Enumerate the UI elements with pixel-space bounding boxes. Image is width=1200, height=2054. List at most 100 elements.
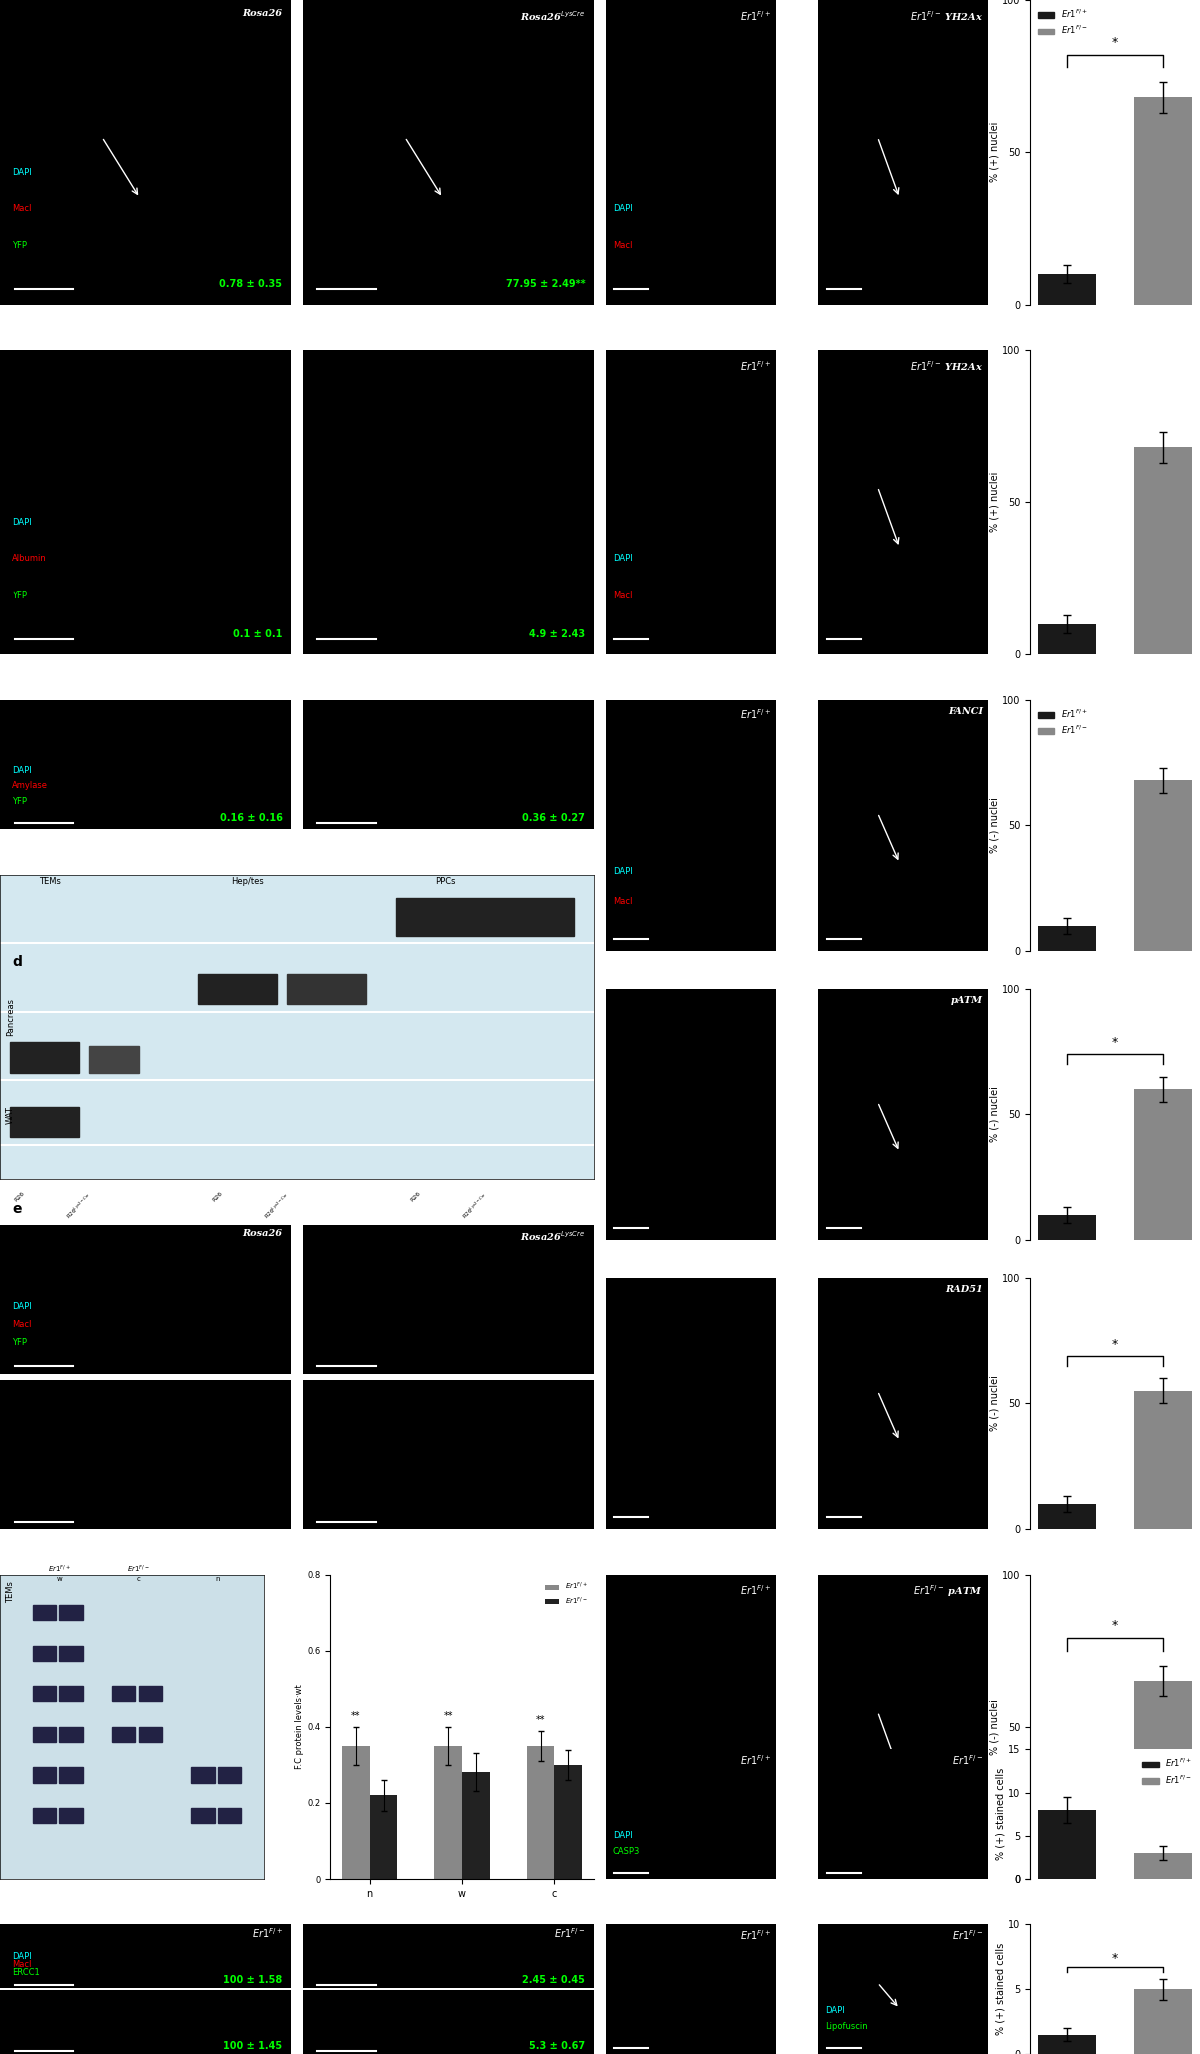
Bar	[1038, 1216, 1096, 1241]
Text: *: *	[1112, 1951, 1118, 1964]
Text: Rosa26: Rosa26	[242, 8, 282, 18]
Text: n: n	[216, 1575, 220, 1582]
Text: 5.3 ± 0.67: 5.3 ± 0.67	[529, 2042, 586, 2050]
Text: MacI: MacI	[613, 592, 632, 600]
Text: $Er1^{F/-}$ pATM: $Er1^{F/-}$ pATM	[913, 1584, 983, 1600]
Y-axis label: % (+) stained cells: % (+) stained cells	[996, 1943, 1006, 2036]
Bar	[1038, 1504, 1096, 1528]
Text: $Er1^{F/+}$: $Er1^{F/+}$	[739, 1754, 770, 1766]
Bar	[89, 1045, 139, 1072]
Text: YFP: YFP	[12, 1337, 26, 1347]
Text: 100 ± 1.45: 100 ± 1.45	[223, 2042, 282, 2050]
Text: R26: R26	[211, 1191, 224, 1204]
Bar	[198, 974, 277, 1004]
Text: R26$^{Lyz2-Cre}$: R26$^{Lyz2-Cre}$	[461, 1191, 490, 1220]
Y-axis label: % (+) nuclei: % (+) nuclei	[989, 121, 1000, 183]
Bar	[1038, 1810, 1096, 1879]
Text: $Er1^{F/+}$: $Er1^{F/+}$	[739, 1584, 770, 1598]
Text: TEMs: TEMs	[6, 80, 16, 105]
Text: MacI: MacI	[12, 1321, 31, 1329]
Text: Hep/tes: Hep/tes	[232, 877, 264, 885]
Text: $Er1^{F/+}$: $Er1^{F/+}$	[48, 1563, 71, 1575]
Bar	[218, 1808, 241, 1824]
Text: MacI: MacI	[12, 203, 31, 214]
Bar	[1038, 1849, 1096, 1879]
Bar	[1134, 781, 1193, 951]
Bar	[1038, 926, 1096, 951]
Bar	[60, 1808, 83, 1824]
Text: **: **	[352, 1711, 361, 1721]
Text: $Er1^{F/-}$: $Er1^{F/-}$	[554, 1927, 586, 1941]
Bar	[370, 1795, 397, 1879]
Text: R26$^{Lyz2-Cre}$: R26$^{Lyz2-Cre}$	[65, 1191, 94, 1220]
Text: d: d	[12, 955, 22, 969]
Bar	[60, 1727, 83, 1742]
Text: 2.45 ± 0.45: 2.45 ± 0.45	[522, 1974, 586, 1984]
Text: l: l	[606, 1725, 611, 1740]
Text: $Er1^{F/+}$: $Er1^{F/+}$	[739, 707, 770, 721]
Bar	[113, 1727, 136, 1742]
Text: MacI: MacI	[613, 1816, 632, 1824]
Text: MacI: MacI	[12, 1960, 31, 1970]
Y-axis label: % (+) nuclei: % (+) nuclei	[989, 472, 1000, 532]
Text: $Er1^{F/-}$ YH2Ax: $Er1^{F/-}$ YH2Ax	[910, 359, 983, 374]
Text: PPCs: PPCs	[436, 877, 456, 885]
Text: CASP3: CASP3	[613, 1847, 640, 1855]
Bar	[192, 1766, 215, 1783]
Text: Rosa26: Rosa26	[242, 1228, 282, 1239]
Text: 0.16 ± 0.16: 0.16 ± 0.16	[220, 813, 282, 824]
Bar	[34, 1727, 56, 1742]
Text: a: a	[12, 51, 22, 66]
Bar	[34, 1645, 56, 1662]
Text: *: *	[1112, 1337, 1118, 1352]
Text: DAPI: DAPI	[613, 555, 632, 563]
Bar	[34, 1686, 56, 1701]
Text: c: c	[137, 1575, 140, 1582]
Text: MacI: MacI	[613, 240, 632, 251]
Text: DAPI: DAPI	[12, 518, 31, 526]
Text: **: **	[444, 1711, 452, 1721]
Bar	[434, 1746, 462, 1879]
Text: DAPI: DAPI	[12, 1302, 31, 1310]
Bar	[287, 974, 366, 1004]
Text: $Er1^{F/+}$: $Er1^{F/+}$	[252, 1927, 282, 1941]
Bar	[218, 1766, 241, 1783]
Text: **: **	[535, 1715, 545, 1725]
Text: Rosa26$^{LysCre}$: Rosa26$^{LysCre}$	[520, 1228, 586, 1243]
Legend: $Er1^{F/+}$, $Er1^{F/-}$: $Er1^{F/+}$, $Er1^{F/-}$	[1034, 4, 1092, 39]
Text: 77.95 ± 2.49**: 77.95 ± 2.49**	[505, 279, 586, 290]
Text: 0.78 ± 0.35: 0.78 ± 0.35	[220, 279, 282, 290]
Y-axis label: F.C protein levels·wt: F.C protein levels·wt	[295, 1684, 305, 1768]
Text: $Er1^{F/+}$: $Er1^{F/+}$	[739, 1929, 770, 1943]
Bar	[554, 1764, 582, 1879]
Bar	[34, 1604, 56, 1621]
Bar	[1134, 448, 1193, 655]
Text: $Er1^{F/-}$: $Er1^{F/-}$	[952, 1754, 983, 1766]
Bar	[113, 1686, 136, 1701]
Text: BMDMs: BMDMs	[6, 1483, 16, 1516]
Bar	[60, 1686, 83, 1701]
Text: b: b	[12, 394, 22, 409]
Text: Albumin: Albumin	[12, 555, 47, 563]
Text: DAPI: DAPI	[12, 766, 31, 774]
Text: YFP: YFP	[12, 240, 26, 251]
Bar	[139, 1686, 162, 1701]
Text: R26$^{Lyz2-Cre}$: R26$^{Lyz2-Cre}$	[263, 1191, 292, 1220]
Text: c: c	[12, 709, 20, 723]
Text: DAPI: DAPI	[824, 2007, 845, 2015]
Text: e: e	[12, 1202, 22, 1216]
Text: j: j	[606, 1202, 611, 1216]
Text: 100 ± 1.58: 100 ± 1.58	[223, 1974, 282, 1984]
Text: $Er1^{F/-}$: $Er1^{F/-}$	[127, 1563, 150, 1575]
Bar	[1134, 97, 1193, 304]
Text: R26: R26	[409, 1191, 422, 1204]
Bar	[60, 1604, 83, 1621]
Bar	[1134, 1853, 1193, 1879]
Bar	[462, 1773, 490, 1879]
Text: *: *	[1112, 35, 1118, 49]
Text: $Er1^{F/+}$: $Er1^{F/+}$	[739, 359, 770, 374]
Bar	[34, 1766, 56, 1783]
Text: DAPI: DAPI	[613, 203, 632, 214]
Text: Amylase: Amylase	[12, 781, 48, 791]
Text: Rosa26$^{LysCre}$: Rosa26$^{LysCre}$	[520, 8, 586, 23]
